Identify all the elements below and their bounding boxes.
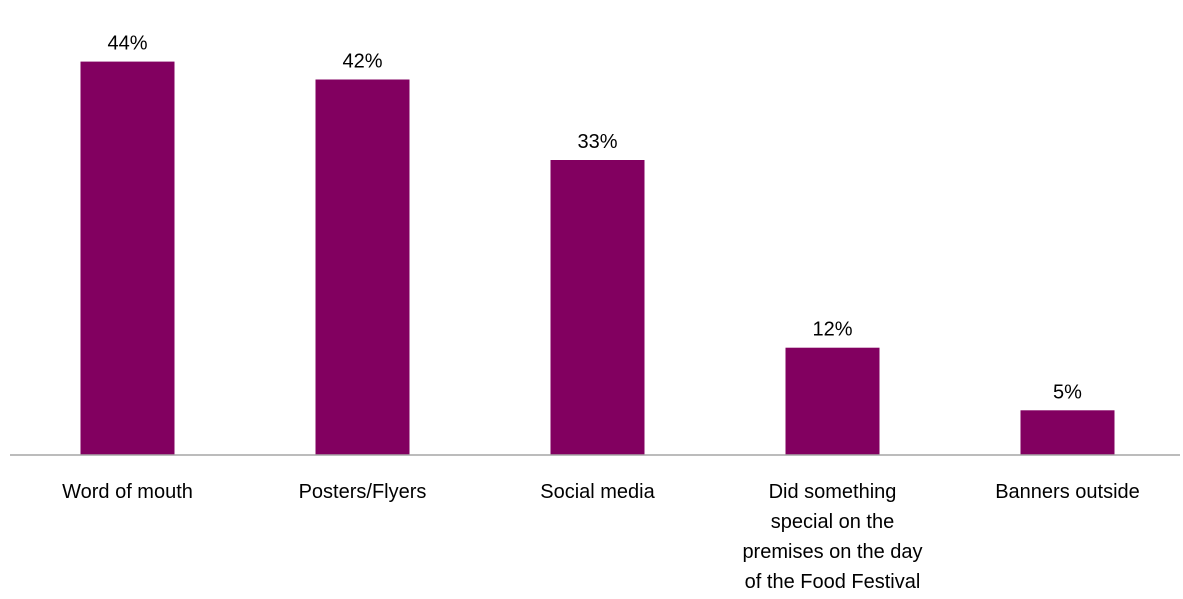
value-label: 5% (1053, 381, 1082, 403)
value-label: 12% (812, 319, 852, 341)
value-label: 44% (107, 33, 147, 55)
bars-group (80, 61, 1115, 455)
category-label-line: premises on the day (742, 541, 922, 563)
category-label-line: Word of mouth (62, 481, 193, 503)
category-label-line: special on the (771, 511, 894, 533)
bar (80, 61, 175, 455)
category-label: Banners outside (995, 481, 1140, 503)
bar (550, 160, 645, 455)
category-labels-group: Word of mouth Posters/Flyers Social media D… (62, 481, 1140, 593)
category-label-line: of the Food Festival (745, 571, 921, 593)
value-label: 42% (342, 51, 382, 73)
value-labels-group: 44% 42% 33% 12% 5% (107, 33, 1082, 404)
category-label-line: Did something (769, 481, 897, 503)
bar (315, 79, 410, 455)
category-label-line: Posters/Flyers (299, 481, 427, 503)
category-label-line: Social media (540, 481, 655, 503)
category-label: Word of mouth (62, 481, 193, 503)
category-label: Did something special on the premises on t… (742, 481, 922, 593)
bar (785, 347, 880, 455)
category-label-line: Banners outside (995, 481, 1140, 503)
value-label: 33% (577, 131, 617, 153)
bar (1020, 410, 1115, 455)
category-label: Social media (540, 481, 655, 503)
category-label: Posters/Flyers (299, 481, 427, 503)
